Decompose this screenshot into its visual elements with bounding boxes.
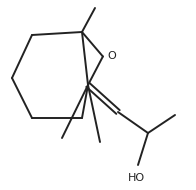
Text: O: O (107, 51, 116, 62)
Text: HO: HO (127, 173, 145, 183)
